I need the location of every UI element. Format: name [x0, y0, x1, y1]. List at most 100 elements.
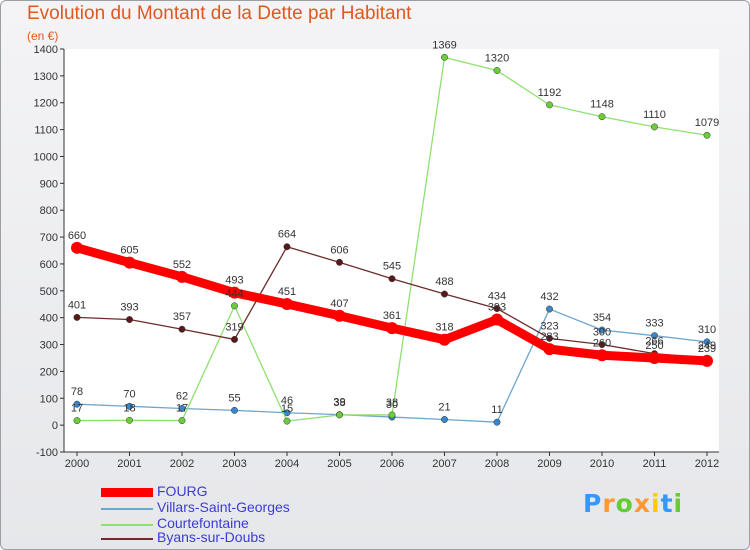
data-point [546, 305, 553, 313]
data-point [388, 411, 396, 419]
legend-swatch-courtefontaine [101, 524, 153, 526]
data-label: 17 [176, 403, 188, 415]
brand-logo-letter: x [633, 489, 651, 518]
data-point [701, 354, 713, 367]
x-tick-label: 2011 [643, 458, 667, 470]
data-label: 1148 [590, 99, 614, 111]
data-point [648, 351, 661, 364]
data-label: 1320 [485, 52, 509, 64]
data-label: 318 [435, 322, 453, 334]
data-label: 39 [333, 397, 345, 409]
legend-label-courtefontaine: Courtefontaine [157, 515, 249, 531]
data-point [73, 313, 81, 321]
y-tick-label: 200 [40, 366, 58, 378]
data-label: 605 [120, 245, 138, 257]
y-tick-label: 0 [52, 420, 58, 432]
y-tick-label: 900 [40, 178, 58, 190]
x-tick-label: 2001 [117, 458, 141, 470]
brand-logo-letter: P [583, 489, 603, 518]
data-label: 266 [645, 336, 663, 348]
data-point [546, 334, 553, 342]
data-label: 239 [698, 343, 716, 355]
data-label: 250 [645, 340, 663, 352]
y-tick-label: 500 [40, 286, 58, 298]
data-point [178, 417, 186, 425]
brand-logo-letter: i [651, 489, 661, 518]
data-point [491, 313, 503, 326]
data-label: 17 [71, 403, 83, 415]
data-label: 488 [435, 276, 453, 288]
y-tick-label: 1000 [34, 151, 58, 163]
legend-swatch-villars [101, 508, 153, 510]
data-label: 249 [698, 340, 716, 352]
data-point [598, 326, 606, 334]
data-label: 310 [698, 324, 716, 336]
data-label: 1192 [538, 87, 562, 99]
data-label: 361 [383, 310, 401, 322]
data-point [228, 286, 241, 299]
data-point [438, 333, 451, 346]
data-point [231, 335, 238, 343]
data-point [126, 416, 133, 424]
data-label: 451 [278, 286, 296, 298]
data-point [493, 305, 501, 312]
data-label: 319 [225, 321, 243, 333]
data-point [73, 400, 81, 408]
data-point [336, 258, 343, 266]
data-point [336, 411, 343, 419]
y-tick-label: 400 [40, 313, 58, 325]
data-label: 30 [386, 399, 398, 411]
data-point [123, 256, 136, 269]
data-label: 18 [123, 402, 135, 414]
data-label: 21 [438, 401, 450, 413]
data-point [283, 243, 291, 251]
data-label: 70 [123, 388, 135, 400]
data-label: 401 [68, 299, 86, 311]
brand-logo-letter: t [660, 489, 674, 518]
y-tick-label: 600 [40, 259, 58, 271]
data-label: 606 [330, 244, 348, 256]
data-point [71, 241, 83, 254]
plot-area [64, 49, 719, 452]
y-tick-label: 300 [40, 340, 58, 352]
data-label: 38 [386, 397, 398, 409]
legend-swatch-fourg [101, 488, 153, 497]
data-point [543, 343, 556, 356]
data-point [231, 406, 238, 414]
legend-label-byans: Byans-sur-Doubs [157, 529, 266, 545]
data-point [178, 405, 186, 412]
data-label: 1110 [643, 109, 666, 121]
x-tick-label: 2007 [432, 458, 456, 470]
data-point [651, 332, 658, 340]
data-label: 434 [488, 291, 506, 303]
data-label: 493 [225, 275, 243, 287]
data-label: 407 [330, 298, 348, 310]
y-tick-label: 1300 [34, 71, 58, 83]
data-label: 15 [281, 403, 293, 415]
data-point [388, 275, 396, 283]
data-label: 55 [228, 392, 240, 404]
x-tick-label: 2008 [485, 458, 509, 470]
data-point [703, 131, 711, 139]
data-point [598, 341, 606, 348]
data-label: 552 [173, 259, 191, 271]
y-tick-label: 700 [40, 232, 58, 244]
data-point [546, 101, 553, 109]
brand-logo: Proxiti [583, 489, 683, 518]
data-label: 283 [540, 331, 558, 343]
x-tick-label: 2006 [380, 458, 404, 470]
data-label: 357 [173, 311, 191, 323]
data-point [598, 113, 606, 121]
data-point [493, 418, 501, 426]
x-tick-label: 2002 [170, 458, 194, 470]
y-tick-label: 100 [40, 393, 58, 405]
data-point [703, 338, 711, 346]
y-tick-label: -100 [36, 447, 58, 459]
chart-unit: (en €) [27, 29, 59, 43]
data-point [596, 349, 608, 362]
y-tick-label: 800 [40, 205, 58, 217]
x-tick-label: 2012 [695, 458, 719, 470]
x-tick-label: 2010 [590, 458, 614, 470]
